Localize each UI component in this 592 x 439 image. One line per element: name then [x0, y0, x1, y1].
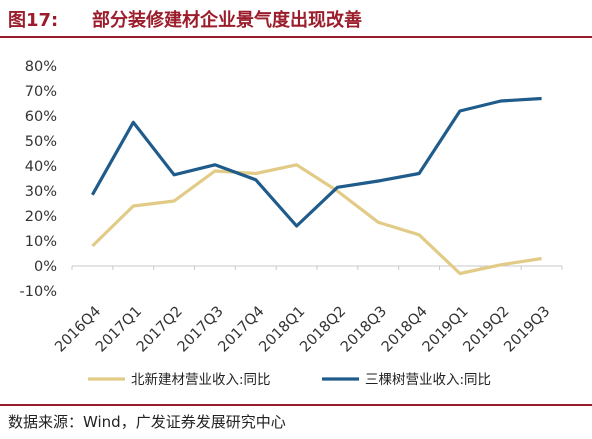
figure-number: 图17:	[8, 10, 59, 31]
y-tick-label: 30%	[25, 184, 57, 200]
y-tick-label: 60%	[25, 109, 57, 125]
x-tick-label: 2019Q3	[501, 304, 553, 356]
source-note: 数据来源：Wind，广发证券发展研究中心	[8, 413, 286, 431]
series-line-2	[91, 96, 542, 228]
y-tick-label: -10%	[20, 284, 57, 300]
x-axis: 2016Q42017Q12017Q22017Q32017Q42018Q12018…	[52, 266, 563, 356]
series-line-1	[91, 163, 542, 276]
legend-label: 北新建材营业收入:同比	[131, 372, 271, 388]
y-tick-label: 10%	[25, 234, 57, 250]
figure-title: 部分装修建材企业景气度出现改善	[92, 10, 362, 31]
line-chart: 80% 70% 60% 50% 40% 30% 20% 10% 0% -10% 2016Q4201…	[20, 59, 563, 388]
y-tick-label: 80%	[25, 59, 57, 75]
legend-label: 三棵树营业收入:同比	[365, 372, 491, 388]
header-rule	[0, 36, 592, 38]
y-tick-label: 50%	[25, 134, 57, 150]
series-group	[91, 96, 542, 276]
y-tick-label: 20%	[25, 209, 57, 225]
y-tick-label: 70%	[25, 84, 57, 100]
y-tick-label: 40%	[25, 159, 57, 175]
legend: 北新建材营业收入:同比 三棵树营业收入:同比	[88, 372, 491, 388]
y-tick-label: 0%	[34, 259, 57, 275]
y-axis: 80% 70% 60% 50% 40% 30% 20% 10% 0% -10%	[20, 59, 57, 300]
figure-header: 图17: 部分装修建材企业景气度出现改善	[0, 0, 592, 38]
source-footer: 数据来源：Wind，广发证券发展研究中心	[0, 404, 592, 439]
